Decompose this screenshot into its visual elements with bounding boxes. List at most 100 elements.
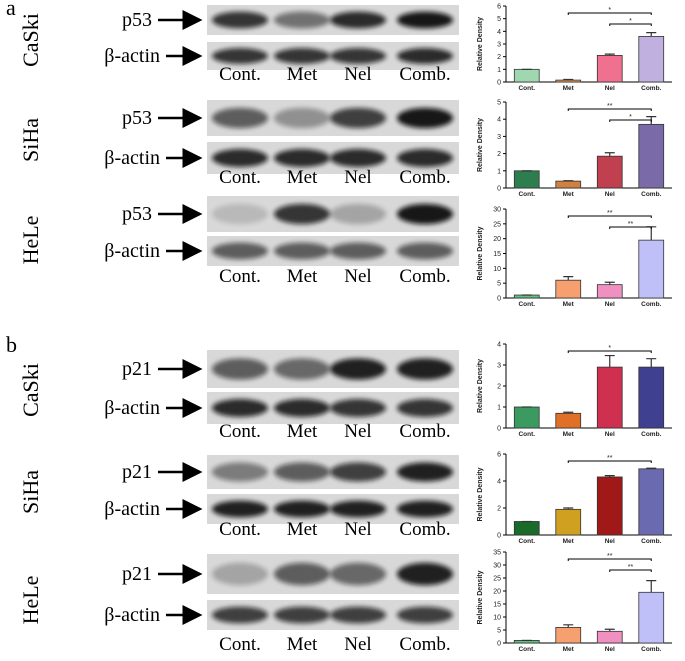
y-axis-label: Relative Density: [477, 467, 484, 521]
lane-label: Comb.: [399, 167, 450, 188]
significance-label: **: [628, 564, 634, 571]
y-tick-label: 3: [497, 363, 501, 370]
bar: [555, 627, 582, 644]
blot-band: [274, 149, 330, 167]
blot-band: [397, 203, 453, 225]
error-bar: [604, 354, 615, 368]
error-bar: [604, 53, 615, 56]
significance-label: *: [629, 18, 632, 25]
blot-band: [274, 48, 330, 64]
blot-band: [330, 462, 386, 482]
significance-label: **: [607, 553, 613, 560]
y-tick-label: 5: [497, 628, 501, 635]
blot-band: [212, 399, 268, 417]
bar: [555, 79, 582, 83]
blot-band: [330, 358, 386, 380]
lane-label: Cont.: [219, 266, 261, 287]
y-axis-label: Relative Density: [477, 570, 484, 624]
y-tick-label: 20: [493, 589, 501, 596]
significance-bracket: [609, 23, 652, 26]
error-bar: [646, 358, 657, 368]
y-axis-label: Relative Density: [477, 226, 484, 280]
row-label: p21: [122, 358, 152, 380]
lane-label: Met: [287, 64, 318, 85]
blot-band: [397, 462, 453, 482]
lane-label: Cont.: [219, 634, 261, 655]
y-tick-label: 3: [497, 134, 501, 141]
cell-line: HeLe: [18, 216, 43, 265]
error-bar: [563, 411, 574, 414]
blot-band: [397, 500, 453, 518]
panel-label: a: [6, 0, 16, 20]
y-tick-label: 25: [493, 221, 501, 228]
x-tick-label: Cont.: [518, 301, 535, 308]
bar: [555, 508, 582, 536]
y-tick-label: 6: [497, 452, 501, 459]
y-tick-label: 20: [493, 236, 501, 243]
blot-band: [397, 562, 453, 586]
x-tick-label: Cont.: [518, 646, 535, 653]
blot-band: [212, 242, 268, 260]
y-tick-label: 15: [493, 251, 501, 258]
x-tick-label: Nel: [605, 646, 615, 653]
error-bar: [604, 152, 615, 157]
significance-label: *: [608, 7, 611, 14]
cell-line: SiHa: [18, 470, 43, 514]
y-tick-label: 1: [497, 67, 501, 74]
blot-band: [274, 242, 330, 260]
y-tick-label: 2: [497, 506, 501, 513]
row-label: p21: [122, 461, 152, 483]
y-tick-label: 5: [497, 16, 501, 23]
lane-label: Met: [287, 519, 318, 540]
row-label: β-actin: [104, 147, 160, 169]
row-label: p53: [122, 203, 152, 225]
blot-band: [274, 399, 330, 417]
bar: [638, 239, 665, 299]
bar: [555, 279, 582, 299]
blot-band: [212, 48, 268, 64]
row-label: β-actin: [104, 397, 160, 419]
x-tick-label: Nel: [605, 431, 615, 438]
lane-label: Comb.: [399, 421, 450, 442]
row-label: β-actin: [104, 45, 160, 67]
lane-label: Met: [287, 167, 318, 188]
significance-label: **: [607, 210, 613, 217]
error-bar: [646, 32, 657, 37]
y-tick-label: 4: [497, 342, 501, 349]
row-label: p53: [122, 9, 152, 31]
bar: [638, 591, 665, 644]
blot-band: [274, 606, 330, 624]
y-tick-label: 5: [497, 281, 501, 288]
blot-band: [397, 358, 453, 380]
y-tick-label: 6: [497, 4, 501, 11]
blot-band: [397, 149, 453, 167]
row-label: β-actin: [104, 604, 160, 626]
y-tick-label: 2: [497, 54, 501, 61]
blot-band: [330, 11, 386, 29]
lane-label: Nel: [344, 634, 371, 655]
panel-label: b: [6, 332, 17, 357]
blot-band: [212, 11, 268, 29]
y-tick-label: 15: [493, 602, 501, 609]
blot-band: [330, 48, 386, 64]
y-tick-label: 30: [493, 563, 501, 570]
y-tick-label: 10: [493, 615, 501, 622]
x-tick-label: Comb.: [641, 191, 661, 198]
blot-band: [212, 107, 268, 129]
y-tick-label: 0: [497, 533, 501, 540]
x-tick-label: Cont.: [518, 538, 535, 545]
y-tick-label: 4: [497, 479, 501, 486]
bar: [596, 155, 623, 189]
blot-band: [330, 500, 386, 518]
bar: [555, 180, 582, 189]
y-axis-label: Relative Density: [477, 17, 484, 71]
x-tick-label: Met: [563, 538, 575, 545]
bar: [638, 468, 665, 536]
bar: [596, 284, 623, 299]
blot-band: [212, 462, 268, 482]
y-tick-label: 0: [497, 641, 501, 648]
y-tick-label: 0: [497, 80, 501, 87]
blot-band: [330, 242, 386, 260]
significance-bracket: [609, 226, 652, 229]
